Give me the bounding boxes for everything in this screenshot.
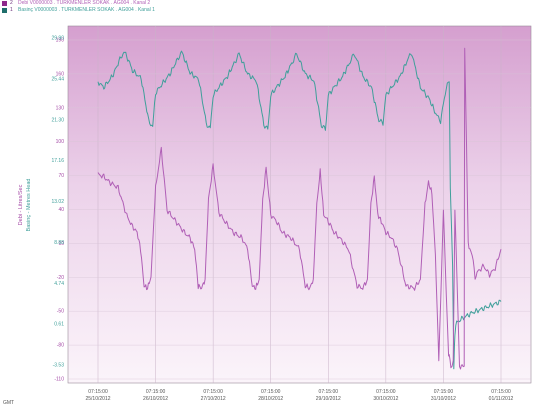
legend-label: Debi V0000003 . TURKMENLER SOKAK . AG004… — [18, 0, 151, 6]
x-tick-date: 26/10/2012 — [143, 396, 168, 402]
y-tick-debi: 10 — [58, 241, 64, 247]
legend: 2 Debi V0000003 . TURKMENLER SOKAK . AG0… — [2, 0, 155, 14]
y-tick-debi: 70 — [58, 173, 64, 179]
y-tick-basinc: 13.02 — [51, 199, 64, 205]
x-tick-date: 29/10/2012 — [316, 396, 341, 402]
x-tick-time: 07:15:00 — [88, 389, 108, 395]
x-tick-date: 01/11/2012 — [489, 396, 514, 402]
y-axis-label-debi: Debi - Litres/Sec — [18, 184, 24, 225]
y-tick-debi: -110 — [54, 377, 64, 383]
y-tick-basinc: 29.90 — [51, 36, 64, 42]
x-tick-date: 28/10/2012 — [258, 396, 283, 402]
y-tick-debi: 160 — [56, 71, 65, 77]
legend-item-basinc[interactable]: 1 Basinç V0000003 . TURKMENLER SOKAK . A… — [2, 7, 155, 14]
x-tick-time: 07:15:00 — [319, 389, 339, 395]
legend-item-debi[interactable]: 2 Debi V0000003 . TURKMENLER SOKAK . AG0… — [2, 0, 155, 7]
y-tick-basinc: 8.88 — [54, 240, 64, 246]
y-tick-debi: 130 — [56, 105, 65, 111]
basinc-swatch-icon — [2, 8, 7, 13]
gridlines — [68, 26, 531, 383]
x-axis: 07:15:0025/10/201207:15:0026/10/201207:1… — [85, 389, 513, 402]
debi-swatch-icon — [2, 1, 7, 6]
plot-area — [67, 25, 532, 384]
timezone-label: GMT — [3, 400, 14, 406]
x-tick-date: 31/10/2012 — [431, 396, 456, 402]
legend-index: 2 — [10, 0, 13, 6]
y-tick-basinc: 25.44 — [51, 76, 64, 82]
y-tick-basinc: 21.30 — [51, 117, 64, 123]
y-tick-debi: -20 — [57, 275, 64, 281]
x-tick-time: 07:15:00 — [261, 389, 281, 395]
series-line-basin — [97, 50, 502, 370]
x-tick-time: 07:15:00 — [491, 389, 511, 395]
y-axis-label-basinc: Basinç - Metres Head — [26, 179, 32, 232]
series-line-debi — [97, 47, 502, 370]
y-tick-basinc: 0.61 — [54, 322, 64, 328]
y-tick-debi: 190 — [56, 38, 65, 44]
x-tick-time: 07:15:00 — [203, 389, 223, 395]
x-tick-time: 07:15:00 — [376, 389, 396, 395]
y-tick-debi: 40 — [58, 207, 64, 213]
y-tick-basinc: -3.53 — [53, 363, 65, 369]
x-tick-time: 07:15:00 — [146, 389, 166, 395]
series-lines — [97, 47, 502, 370]
y-tick-debi: -50 — [57, 309, 64, 315]
x-tick-date: 27/10/2012 — [201, 396, 226, 402]
legend-index: 1 — [10, 7, 13, 13]
y-tick-debi: 100 — [56, 139, 65, 145]
y-tick-basinc: 17.16 — [51, 158, 64, 164]
legend-label: Basinç V0000003 . TURKMENLER SOKAK . AG0… — [18, 7, 155, 13]
x-tick-date: 30/10/2012 — [373, 396, 398, 402]
y-tick-debi: -80 — [57, 343, 64, 349]
y-tick-basinc: 4.74 — [54, 281, 64, 287]
y-axis: 190 160 130 100 70 40 10 -20 -50 -80 -110 29.90 25.4… — [51, 36, 64, 383]
x-tick-time: 07:15:00 — [434, 389, 454, 395]
x-tick-date: 25/10/2012 — [85, 396, 110, 402]
